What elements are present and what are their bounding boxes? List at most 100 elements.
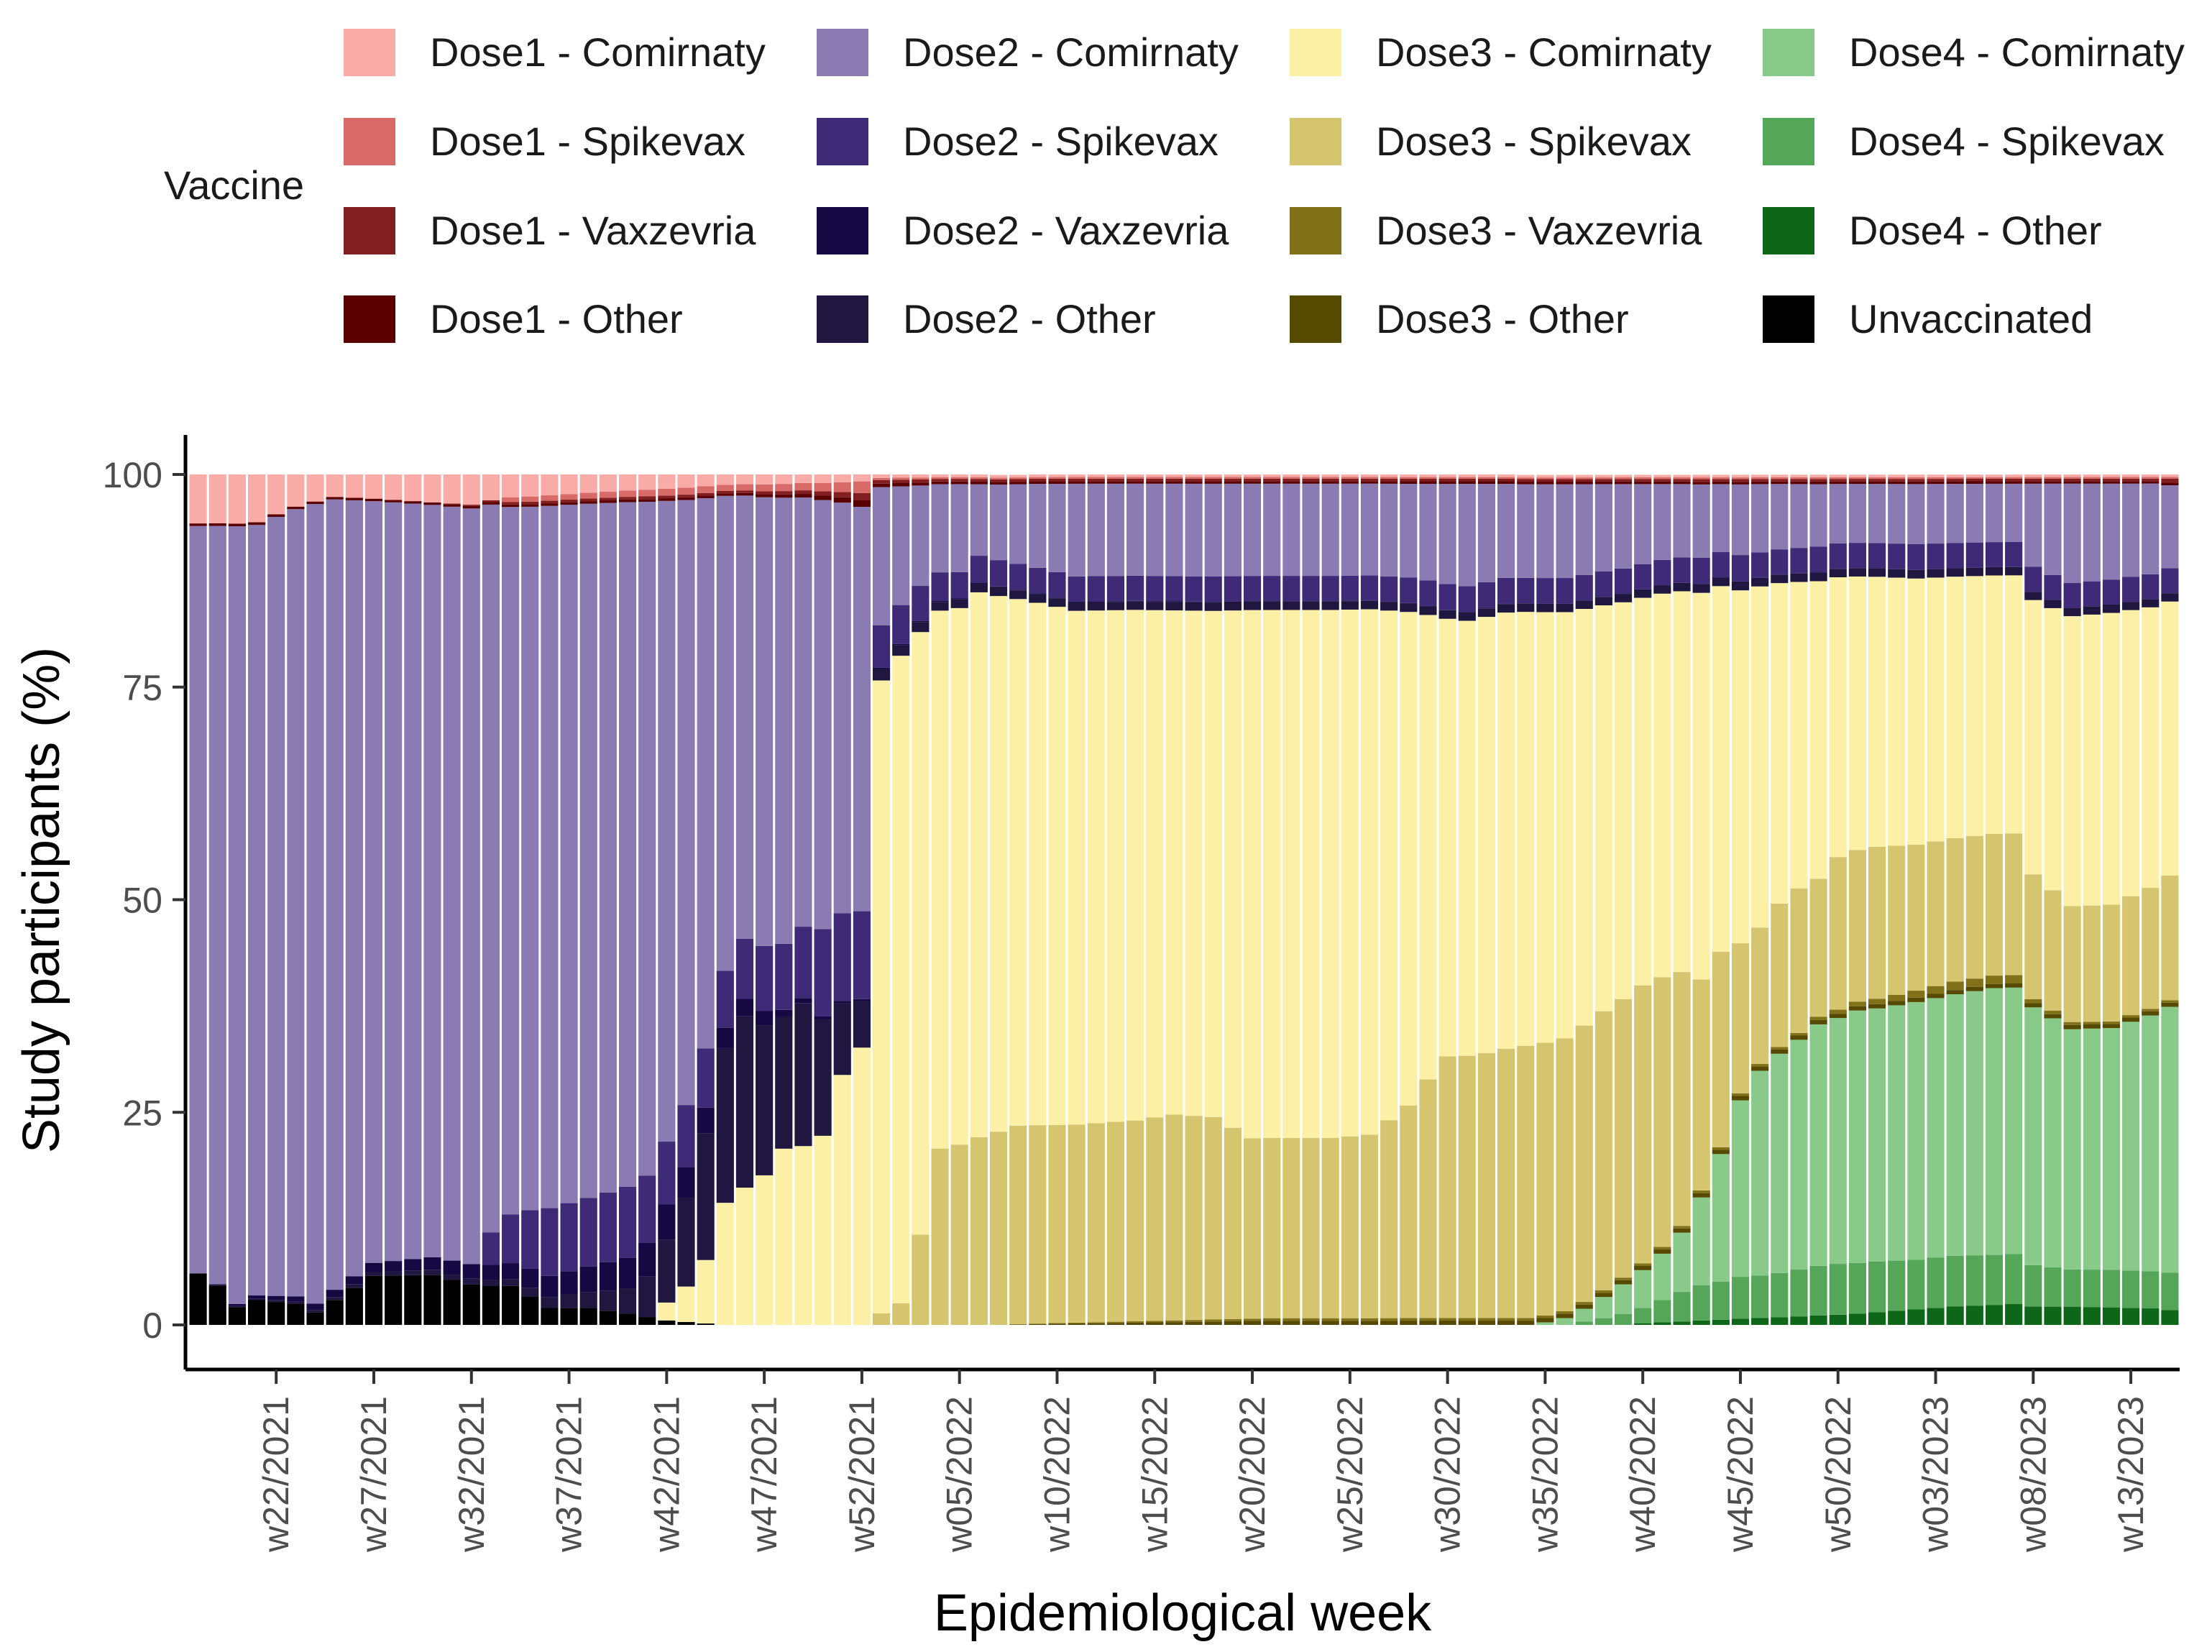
- bar-segment-dose3-spikevax: [1868, 846, 1886, 999]
- bar-segment-dose2-spikevax: [1653, 559, 1671, 586]
- bar-segment-dose1-comirnaty: [2044, 474, 2062, 477]
- bar-segment-dose1-other: [1360, 481, 1379, 484]
- bar-segment-dose2-other: [1848, 568, 1866, 577]
- bar-segment-dose1-other: [1029, 481, 1047, 485]
- bar-segment-dose1-spikevax: [1614, 477, 1633, 479]
- bar-segment-dose1-comirnaty: [1185, 474, 1203, 477]
- bar-segment-dose2-spikevax: [1614, 568, 1633, 595]
- bar-segment-dose1-vaxzevria: [599, 497, 617, 501]
- bar-segment-dose2-comirnaty: [1400, 484, 1418, 578]
- bar-segment-dose1-other: [1594, 481, 1612, 485]
- bar-segment-dose2-other: [2044, 600, 2062, 608]
- bar-segment-dose3-spikevax: [2083, 905, 2101, 1022]
- bar-segment-dose3-spikevax: [1400, 1105, 1418, 1318]
- bar-segment-dose1-other: [2142, 481, 2160, 484]
- bar-segment-dose1-vaxzevria: [970, 479, 988, 482]
- bar-segment-dose3-vaxzevria: [1224, 1318, 1242, 1321]
- bar-w06-2022: [970, 474, 988, 1325]
- bar-segment-dose2-other: [1009, 590, 1027, 600]
- bar-segment-dose2-comirnaty: [287, 509, 305, 1297]
- bar-segment-dose1-other: [1517, 482, 1535, 485]
- bar-segment-unvaccinated: [462, 1284, 480, 1325]
- bar-segment-dose1-other: [1009, 482, 1027, 485]
- bar-segment-dose2-other: [1438, 610, 1456, 619]
- bar-segment-dose1-comirnaty: [2102, 474, 2121, 477]
- bar-segment-dose1-vaxzevria: [989, 479, 1008, 482]
- bar-segment-dose2-comirnaty: [541, 505, 559, 1208]
- bar-segment-dose1-vaxzevria: [1907, 479, 1925, 482]
- bar-segment-dose1-comirnaty: [1243, 474, 1262, 477]
- bar-segment-dose2-spikevax: [756, 945, 774, 1011]
- bar-segment-dose4-other: [2044, 1306, 2062, 1325]
- bar-segment-dose1-other: [1106, 481, 1125, 484]
- legend-item-dose3-vaxzevria: Dose3 - Vaxzevria: [1290, 207, 1702, 254]
- legend-label: Dose2 - Spikevax: [903, 119, 1219, 164]
- bar-segment-dose3-other: [1477, 1321, 1496, 1325]
- legend-label: Dose1 - Other: [430, 296, 683, 341]
- bar-segment-dose3-vaxzevria: [1360, 1318, 1379, 1321]
- bar-w18-2021: [189, 474, 207, 1325]
- bar-segment-unvaccinated: [599, 1311, 617, 1325]
- legend-swatch: [1763, 118, 1814, 165]
- bar-segment-dose2-vaxzevria: [814, 1016, 832, 1020]
- bar-segment-dose4-spikevax: [1946, 1255, 1964, 1307]
- bar-segment-dose1-other: [189, 523, 207, 526]
- bar-segment-dose3-vaxzevria: [1692, 1190, 1710, 1193]
- bar-segment-dose2-other: [814, 1019, 832, 1136]
- bar-segment-dose1-spikevax: [1751, 477, 1769, 479]
- bar-segment-dose1-comirnaty: [1204, 474, 1222, 477]
- bar-segment-dose1-spikevax: [892, 477, 910, 480]
- bar-segment-dose2-comirnaty: [443, 506, 461, 1261]
- bar-segment-dose3-spikevax: [1594, 1011, 1612, 1290]
- bar-segment-dose2-spikevax: [1400, 577, 1418, 603]
- bar-segment-dose3-spikevax: [1360, 1134, 1379, 1318]
- bar-segment-dose3-other: [1985, 983, 2004, 988]
- bar-w25-2022: [1341, 474, 1359, 1325]
- bar-segment-dose1-comirnaty: [2122, 474, 2140, 477]
- bar-segment-dose2-comirnaty: [814, 500, 832, 930]
- bar-segment-dose1-spikevax: [1165, 477, 1183, 479]
- bar-segment-dose1-other: [1829, 481, 1847, 485]
- bar-segment-dose2-other: [2122, 602, 2140, 610]
- bar-segment-dose2-comirnaty: [1556, 484, 1574, 579]
- bar-w19-2022: [1224, 474, 1242, 1325]
- bar-segment-dose3-spikevax: [2024, 874, 2042, 999]
- bar-segment-dose2-comirnaty: [2142, 483, 2160, 574]
- bar-segment-unvaccinated: [287, 1303, 305, 1325]
- bar-segment-dose2-spikevax: [1048, 572, 1066, 598]
- bar-segment-dose1-vaxzevria: [892, 479, 910, 484]
- bar-segment-dose3-other: [1946, 990, 1964, 995]
- bar-segment-dose2-comirnaty: [1126, 483, 1144, 576]
- bar-segment-dose4-other: [2063, 1306, 2081, 1325]
- bar-segment-dose1-other: [462, 505, 480, 509]
- bar-segment-dose1-vaxzevria: [1829, 479, 1847, 482]
- bar-w13-2023: [2122, 474, 2140, 1325]
- bar-segment-dose1-spikevax: [1809, 477, 1827, 479]
- bar-segment-dose1-spikevax: [1087, 477, 1105, 479]
- bar-segment-dose1-other: [1146, 481, 1164, 484]
- bar-segment-dose2-comirnaty: [1243, 483, 1262, 577]
- bar-w43-2021: [677, 474, 695, 1325]
- bar-segment-dose2-other: [756, 1025, 774, 1175]
- bar-segment-dose3-spikevax: [1927, 841, 1945, 986]
- bar-segment-dose1-comirnaty: [1517, 474, 1535, 478]
- x-tick-label: w42/2021: [646, 1396, 687, 1553]
- bar-w49-2021: [794, 474, 812, 1325]
- bar-segment-dose2-other: [579, 1292, 597, 1308]
- bar-segment-dose1-other: [1458, 481, 1476, 485]
- bar-segment-dose1-vaxzevria: [1360, 478, 1379, 482]
- bar-segment-dose4-comirnaty: [1848, 1010, 1866, 1263]
- bar-segment-dose4-spikevax: [1692, 1285, 1710, 1321]
- bar-segment-dose1-other: [423, 502, 441, 505]
- bar-segment-dose3-comirnaty: [1360, 609, 1379, 1135]
- bar-segment-dose1-other: [1263, 481, 1281, 484]
- bar-segment-dose3-spikevax: [1848, 850, 1866, 1002]
- bar-w33-2022: [1497, 474, 1515, 1325]
- bar-segment-dose1-comirnaty: [364, 474, 383, 499]
- bar-segment-dose1-comirnaty: [1965, 474, 1983, 477]
- bar-segment-dose3-other: [1146, 1322, 1164, 1325]
- bar-segment-dose1-vaxzevria: [443, 503, 461, 505]
- bar-segment-dose2-comirnaty: [1907, 484, 1925, 544]
- bar-segment-dose2-spikevax: [1517, 577, 1535, 604]
- bar-segment-dose2-other: [1965, 567, 1983, 577]
